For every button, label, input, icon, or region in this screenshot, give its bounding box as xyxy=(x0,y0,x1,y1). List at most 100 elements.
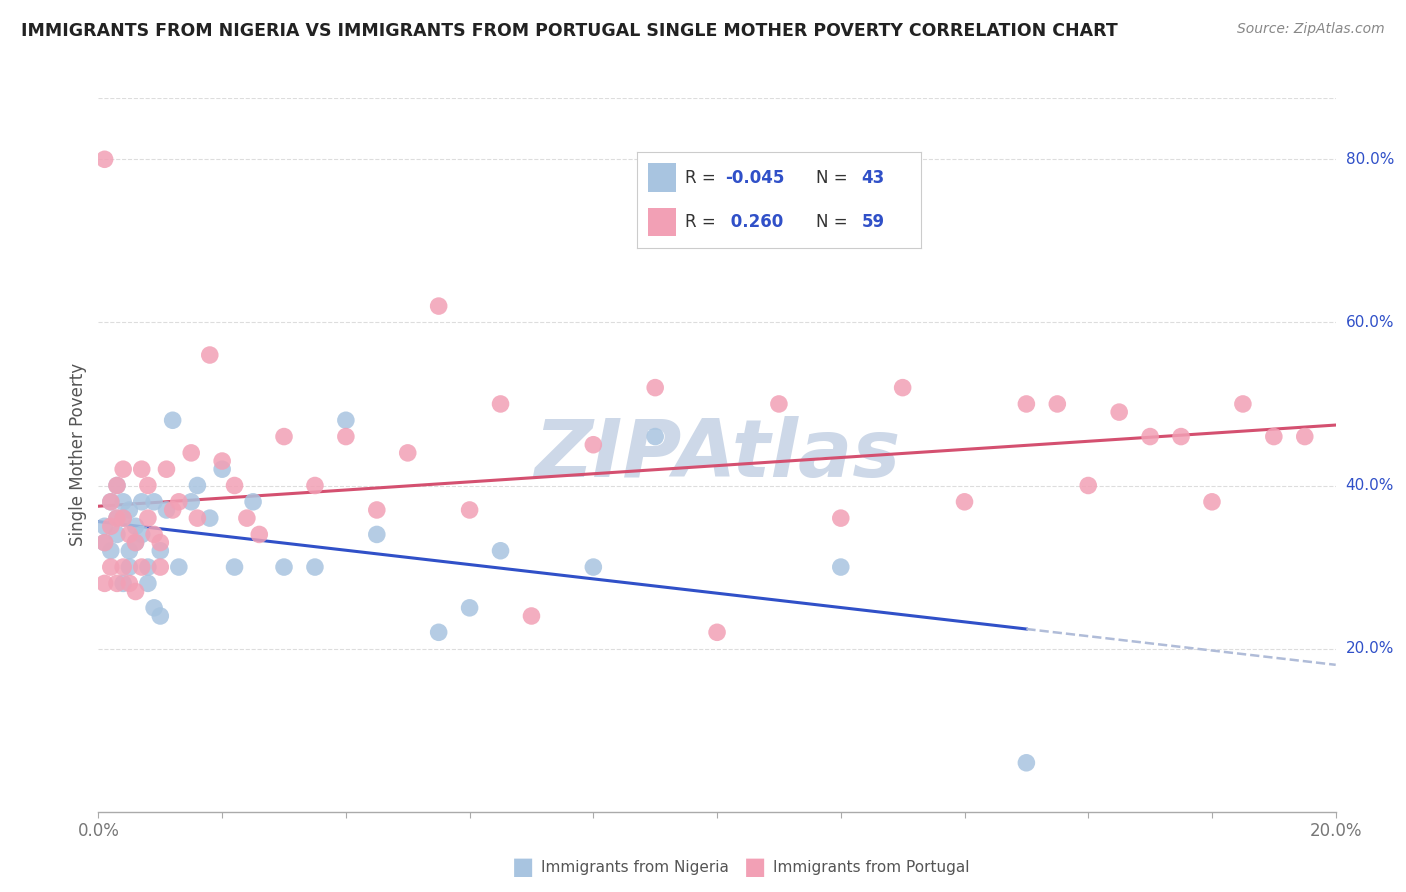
Point xyxy=(242,495,264,509)
Point xyxy=(167,560,190,574)
Point xyxy=(118,560,141,574)
Text: N =: N = xyxy=(815,169,853,186)
Point xyxy=(198,511,221,525)
Point xyxy=(1077,478,1099,492)
Point xyxy=(211,454,233,468)
Point xyxy=(105,527,128,541)
Point xyxy=(366,527,388,541)
Point xyxy=(489,543,512,558)
Point xyxy=(1232,397,1254,411)
Point xyxy=(112,560,135,574)
Text: Immigrants from Nigeria: Immigrants from Nigeria xyxy=(541,860,730,874)
Text: R =: R = xyxy=(685,169,721,186)
Point xyxy=(644,381,666,395)
Point xyxy=(1108,405,1130,419)
Point xyxy=(335,413,357,427)
Point xyxy=(198,348,221,362)
Text: 40.0%: 40.0% xyxy=(1346,478,1393,493)
Point xyxy=(136,478,159,492)
Point xyxy=(118,576,141,591)
Point xyxy=(1170,429,1192,443)
Text: ■: ■ xyxy=(512,855,534,879)
Point xyxy=(1201,495,1223,509)
Text: ZIPAtlas: ZIPAtlas xyxy=(534,416,900,494)
Point xyxy=(458,503,481,517)
Text: 80.0%: 80.0% xyxy=(1346,152,1393,167)
Point xyxy=(891,381,914,395)
Point xyxy=(582,560,605,574)
Point xyxy=(167,495,190,509)
Point xyxy=(1046,397,1069,411)
Point xyxy=(136,560,159,574)
Point xyxy=(105,478,128,492)
Point xyxy=(136,511,159,525)
Point xyxy=(186,478,208,492)
Point xyxy=(162,413,184,427)
Point xyxy=(124,535,146,549)
Point xyxy=(143,600,166,615)
Point xyxy=(118,543,141,558)
Point xyxy=(105,478,128,492)
Text: 60.0%: 60.0% xyxy=(1346,315,1393,330)
Point xyxy=(100,495,122,509)
Point xyxy=(149,560,172,574)
Point xyxy=(830,560,852,574)
Point xyxy=(706,625,728,640)
Point xyxy=(273,560,295,574)
Point xyxy=(105,511,128,525)
Point xyxy=(93,535,115,549)
Point xyxy=(143,527,166,541)
Point xyxy=(304,560,326,574)
Point xyxy=(1015,397,1038,411)
Point xyxy=(155,462,177,476)
Text: R =: R = xyxy=(685,213,721,231)
Point xyxy=(124,519,146,533)
Point xyxy=(124,535,146,549)
Point xyxy=(247,527,270,541)
Point xyxy=(224,478,246,492)
Point xyxy=(149,535,172,549)
Bar xyxy=(648,163,676,192)
Point xyxy=(118,527,141,541)
Point xyxy=(112,462,135,476)
Point xyxy=(100,560,122,574)
Text: Immigrants from Portugal: Immigrants from Portugal xyxy=(773,860,970,874)
Point xyxy=(118,503,141,517)
Point xyxy=(1263,429,1285,443)
Point xyxy=(162,503,184,517)
Point xyxy=(112,495,135,509)
Point xyxy=(112,576,135,591)
Text: Source: ZipAtlas.com: Source: ZipAtlas.com xyxy=(1237,22,1385,37)
Text: N =: N = xyxy=(815,213,853,231)
Point xyxy=(953,495,976,509)
Point xyxy=(520,609,543,624)
Text: 0.260: 0.260 xyxy=(725,213,783,231)
Point xyxy=(366,503,388,517)
Point xyxy=(273,429,295,443)
Point xyxy=(131,527,153,541)
Point xyxy=(131,495,153,509)
Point xyxy=(1015,756,1038,770)
Point xyxy=(124,584,146,599)
Point xyxy=(582,438,605,452)
Bar xyxy=(648,208,676,236)
Point xyxy=(105,576,128,591)
Point xyxy=(427,299,450,313)
Point xyxy=(131,462,153,476)
Point xyxy=(224,560,246,574)
Point xyxy=(143,495,166,509)
Point xyxy=(149,543,172,558)
Point xyxy=(112,511,135,525)
Text: 59: 59 xyxy=(862,213,884,231)
Point xyxy=(396,446,419,460)
Text: ■: ■ xyxy=(744,855,766,879)
Point xyxy=(304,478,326,492)
Point xyxy=(131,560,153,574)
Point xyxy=(458,600,481,615)
Point xyxy=(93,576,115,591)
Point xyxy=(112,511,135,525)
Point xyxy=(644,429,666,443)
Point xyxy=(136,576,159,591)
Point xyxy=(100,495,122,509)
Text: 20.0%: 20.0% xyxy=(1346,641,1393,657)
